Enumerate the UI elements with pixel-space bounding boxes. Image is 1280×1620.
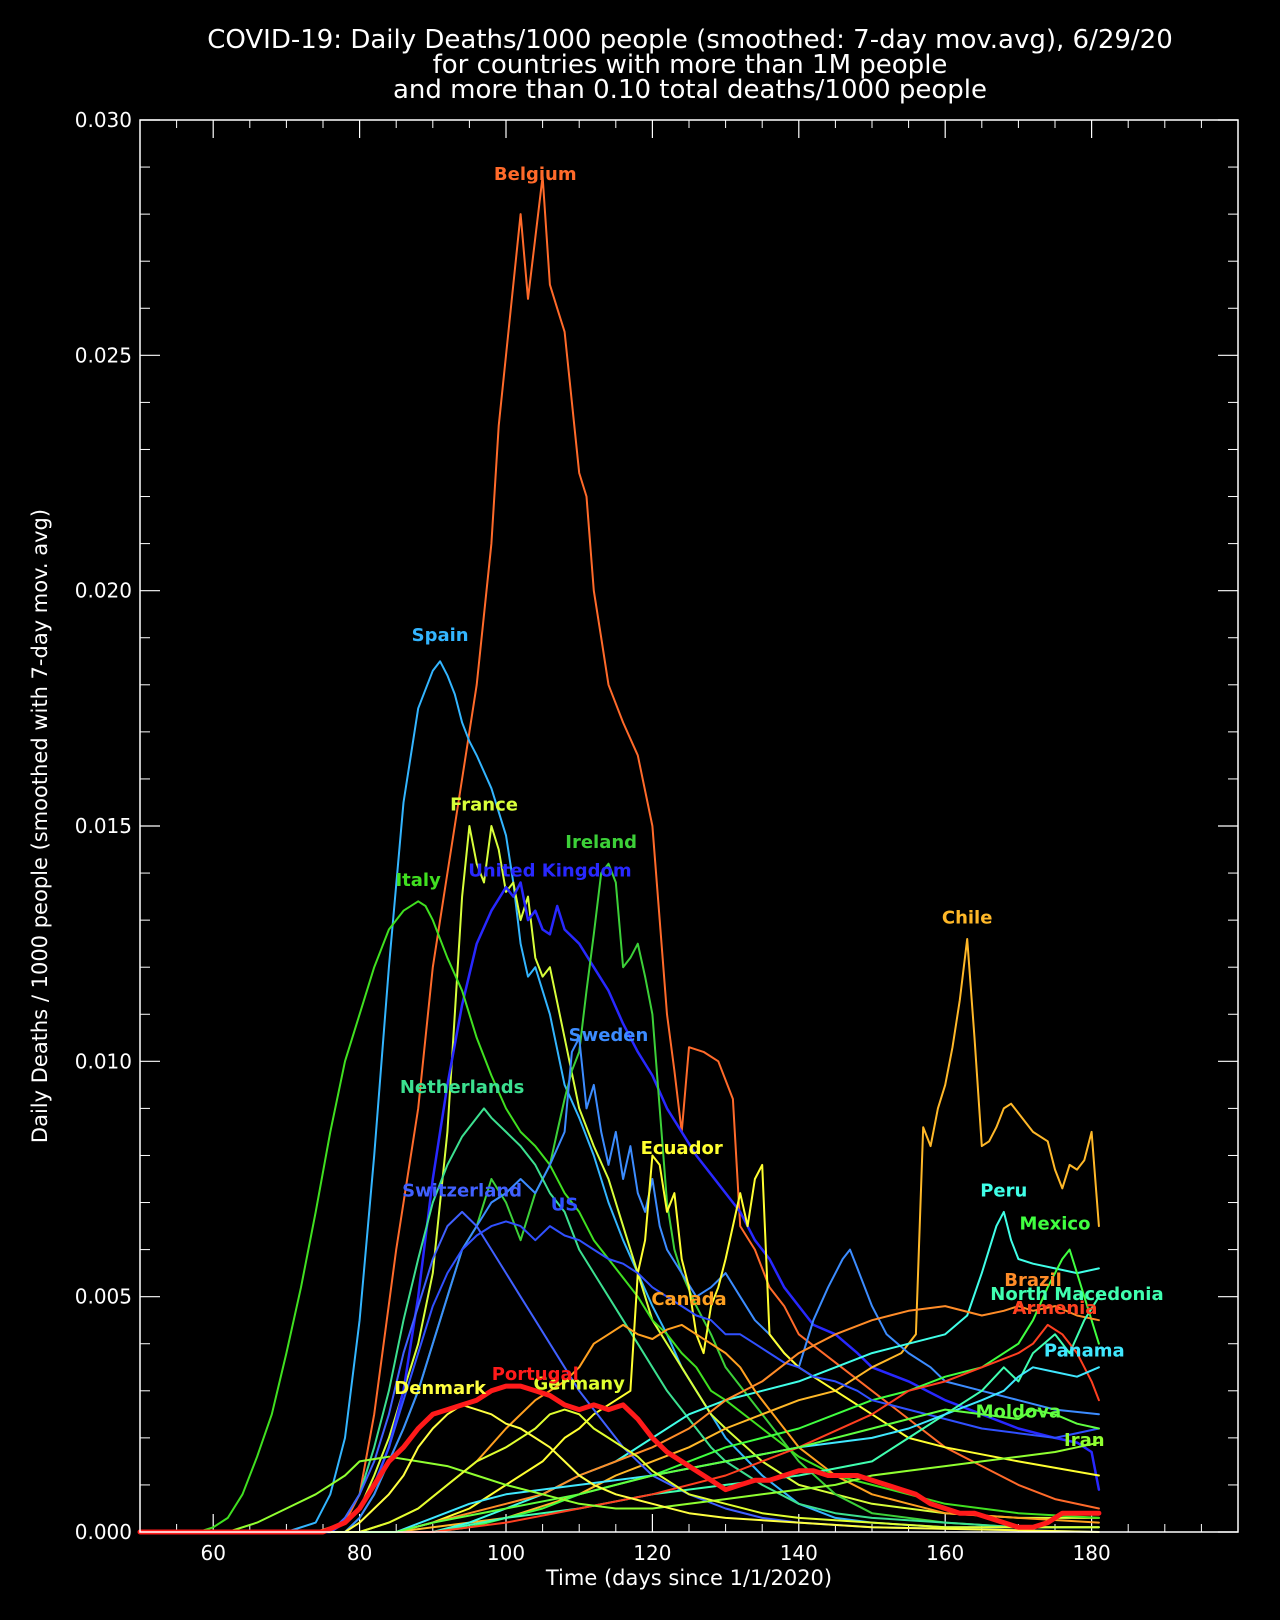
series-line-belgium <box>139 175 1100 1533</box>
series-line-portugal <box>137 1383 1102 1535</box>
series-label-united-kingdom: United Kingdom <box>468 860 631 881</box>
series-line-sweden <box>139 1036 1100 1533</box>
series-line-armenia <box>139 1323 1100 1533</box>
y-tick-label: 0.010 <box>75 1049 132 1073</box>
series-line-panama <box>139 1366 1100 1533</box>
series-label-panama: Panama <box>1044 1341 1125 1362</box>
series-label-denmark: Denmark <box>394 1378 487 1399</box>
series-line-germany <box>139 1408 1100 1533</box>
axis-ticks: 60 80 100 120 140 160 180 0.000 0.005 0.010 0.015 0… <box>75 108 1238 1565</box>
series-label-armenia: Armenia <box>1013 1298 1098 1319</box>
series-line-moldova <box>139 1408 1100 1533</box>
y-axis-label: Daily Deaths / 1000 people (smoothed wit… <box>28 509 52 1143</box>
series-label-spain: Spain <box>412 625 469 646</box>
series-line-mexico <box>139 1248 1100 1533</box>
series-labels: Belgium Spain France United Kingdom Ireland I… <box>394 164 1163 1451</box>
y-tick-label: 0.015 <box>75 814 132 838</box>
series-line-iran <box>139 1441 1100 1533</box>
series-label-belgium: Belgium <box>494 164 577 185</box>
x-tick-label: 60 <box>200 1541 225 1565</box>
series-label-north-macedonia: North Macedonia <box>990 1284 1163 1305</box>
chart-title-line-1: COVID-19: Daily Deaths/1000 people (smoo… <box>207 25 1173 55</box>
chart-title-line-3: and more than 0.10 total deaths/1000 peo… <box>393 75 987 105</box>
x-tick-label: 80 <box>347 1541 372 1565</box>
series-label-iran: Iran <box>1064 1430 1105 1451</box>
plot-frame <box>139 119 1239 1533</box>
series-line-denmark <box>139 1403 1100 1533</box>
x-tick-label: 140 <box>780 1541 818 1565</box>
series-line-ecuador <box>139 1154 1100 1533</box>
chart-title-line-2: for countries with more than 1M people <box>433 50 948 80</box>
series-label-brazil: Brazil <box>1004 1270 1062 1291</box>
x-tick-label: 120 <box>633 1541 671 1565</box>
y-tick-label: 0.000 <box>75 1520 132 1544</box>
y-tick-label: 0.020 <box>75 579 132 603</box>
series-label-ecuador: Ecuador <box>641 1138 723 1159</box>
series-label-italy: Italy <box>395 870 441 891</box>
series-label-canada: Canada <box>651 1289 726 1310</box>
y-tick-label: 0.005 <box>75 1285 132 1309</box>
series-line-spain <box>139 660 1100 1533</box>
series-label-france: France <box>450 795 518 816</box>
series-label-portugal: Portugal <box>492 1364 579 1385</box>
x-tick-label: 100 <box>487 1541 525 1565</box>
series-label-us: US <box>551 1195 579 1216</box>
x-axis-label: Time (days since 1/1/2020) <box>545 1566 832 1590</box>
y-tick-label: 0.025 <box>75 343 132 367</box>
series-line-chile <box>139 938 1100 1533</box>
series-label-sweden: Sweden <box>569 1025 649 1046</box>
series-line-netherlands <box>139 1107 1100 1533</box>
series-layer <box>137 175 1102 1535</box>
x-tick-label: 160 <box>926 1541 964 1565</box>
series-label-ireland: Ireland <box>565 832 637 853</box>
x-tick-label: 180 <box>1073 1541 1111 1565</box>
series-line-us <box>139 1220 1100 1533</box>
series-line-italy <box>139 900 1100 1533</box>
series-label-switzerland: Switzerland <box>402 1181 522 1202</box>
series-label-mexico: Mexico <box>1020 1213 1091 1234</box>
series-line-united-kingdom <box>138 881 1101 1534</box>
series-label-chile: Chile <box>942 908 993 929</box>
series-label-germany: Germany <box>534 1374 626 1395</box>
series-label-peru: Peru <box>980 1181 1027 1202</box>
series-line-brazil <box>139 1305 1100 1533</box>
series-label-netherlands: Netherlands <box>400 1077 525 1098</box>
y-tick-label: 0.030 <box>75 108 132 132</box>
series-label-moldova: Moldova <box>976 1402 1062 1423</box>
